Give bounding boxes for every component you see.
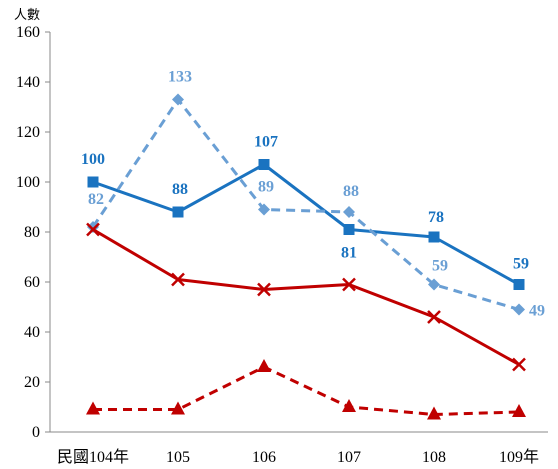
series-2-line — [91, 98, 520, 311]
chart-axes: 0 20 40 60 80 100 120 140 160 民國104年 105 106 107 108 1… — [16, 24, 548, 466]
y-tick-label: 20 — [24, 374, 40, 391]
series-1-data-label: 88 — [172, 181, 188, 198]
series-2-marker — [258, 203, 270, 216]
series-1-data-label: 100 — [81, 151, 105, 168]
series-3-marker — [342, 277, 356, 292]
y-tick-label: 120 — [16, 124, 40, 141]
x-tick-label: 民國104年 — [57, 448, 129, 466]
series-3-marker — [171, 272, 185, 287]
series-3-marker — [427, 310, 441, 324]
y-axis-unit-label: 人數 — [14, 8, 40, 23]
series-2-marker — [428, 278, 440, 291]
series-1-marker — [343, 224, 355, 235]
series-2-data-label: 82 — [88, 191, 104, 208]
series-1-marker — [172, 206, 184, 218]
series-2-data-label: 49 — [529, 303, 545, 320]
series-4-marker — [512, 404, 526, 417]
y-tick-label: 160 — [16, 24, 40, 41]
series-1-data-label: 59 — [513, 256, 529, 273]
y-tick-label: 100 — [16, 174, 40, 191]
series-1-marker — [258, 159, 270, 170]
series-2-marker — [172, 93, 184, 106]
series-2-data-label: 89 — [258, 179, 274, 196]
series-2-data-label: 59 — [432, 258, 448, 275]
chart-data-labels: 100 88 107 81 78 59 82 133 89 88 59 49 — [81, 69, 545, 320]
y-tick-label: 0 — [32, 424, 40, 441]
x-tick-label: 108 — [422, 449, 446, 466]
y-tick-label: 60 — [24, 274, 40, 291]
series-3-line — [92, 228, 520, 366]
series-2-marker — [513, 303, 525, 316]
series-4-marker — [86, 401, 100, 415]
series-1-data-label: 107 — [254, 134, 278, 151]
series-4-marker — [171, 401, 185, 415]
series-4-marker — [427, 406, 441, 420]
series-2-data-label: 88 — [343, 183, 359, 200]
y-tick-label: 80 — [24, 224, 40, 241]
series-4-marker — [257, 359, 271, 372]
x-tick-label: 107 — [337, 449, 361, 466]
series-1-marker — [513, 279, 525, 290]
series-3-marker — [257, 282, 271, 297]
series-3-marker — [86, 222, 100, 237]
series-4-line — [93, 365, 520, 416]
x-tick-label: 109年 — [499, 448, 539, 466]
series-4-marker — [342, 399, 356, 412]
series-1-marker — [87, 176, 99, 188]
y-tick-label: 40 — [24, 324, 40, 341]
series-1-line — [92, 163, 520, 286]
y-tick-label: 140 — [16, 74, 40, 91]
series-1-data-label: 78 — [428, 209, 444, 226]
x-tick-label: 105 — [166, 449, 190, 466]
series-1-data-label: 81 — [341, 245, 357, 262]
series-2-marker — [343, 206, 355, 218]
series-2-data-label: 133 — [168, 69, 192, 86]
series-1-marker — [428, 231, 440, 243]
series-3-marker — [512, 357, 526, 372]
chart-series — [86, 93, 526, 420]
x-tick-label: 106 — [252, 449, 276, 466]
